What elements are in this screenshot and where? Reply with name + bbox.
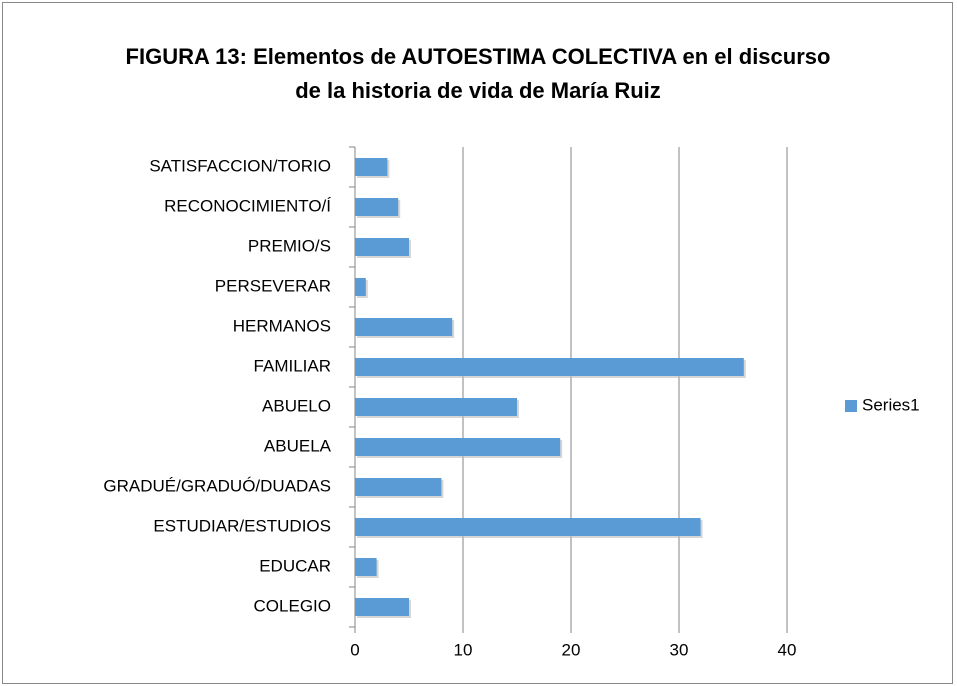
y-tick-label: HERMANOS [233, 316, 331, 335]
y-tick-label: EDUCAR [259, 556, 331, 575]
y-tick-label: ABUELO [262, 396, 331, 415]
bar [355, 518, 701, 536]
y-tick-label: PREMIO/S [248, 236, 331, 255]
bar [355, 238, 409, 256]
y-tick-label: FAMILIAR [254, 356, 331, 375]
bar [355, 158, 388, 176]
bar [355, 198, 399, 216]
bar [355, 478, 442, 496]
y-tick-label: RECONOCIMIENTO/Í [164, 196, 331, 215]
x-tick-label: 10 [454, 640, 473, 659]
bar [355, 558, 377, 576]
x-tick-label: 0 [350, 640, 359, 659]
y-tick-label: GRADUÉ/GRADUÓ/DUADAS [103, 476, 331, 495]
legend-label: Series1 [862, 395, 920, 414]
bar [355, 398, 517, 416]
legend-swatch [845, 400, 857, 412]
bar [355, 278, 366, 296]
bar [355, 438, 561, 456]
y-tick-label: PERSEVERAR [215, 276, 331, 295]
y-tick-label: ESTUDIAR/ESTUDIOS [153, 516, 331, 535]
bar [355, 358, 744, 376]
y-tick-label: SATISFACCION/TORIO [149, 156, 331, 175]
x-tick-label: 30 [670, 640, 689, 659]
x-tick-label: 20 [562, 640, 581, 659]
bar [355, 598, 409, 616]
bar [355, 318, 453, 336]
chart-title: FIGURA 13: Elementos de AUTOESTIMA COLEC… [125, 44, 831, 103]
y-tick-label: COLEGIO [254, 596, 331, 615]
y-tick-label: ABUELA [264, 436, 332, 455]
x-tick-label: 40 [778, 640, 797, 659]
